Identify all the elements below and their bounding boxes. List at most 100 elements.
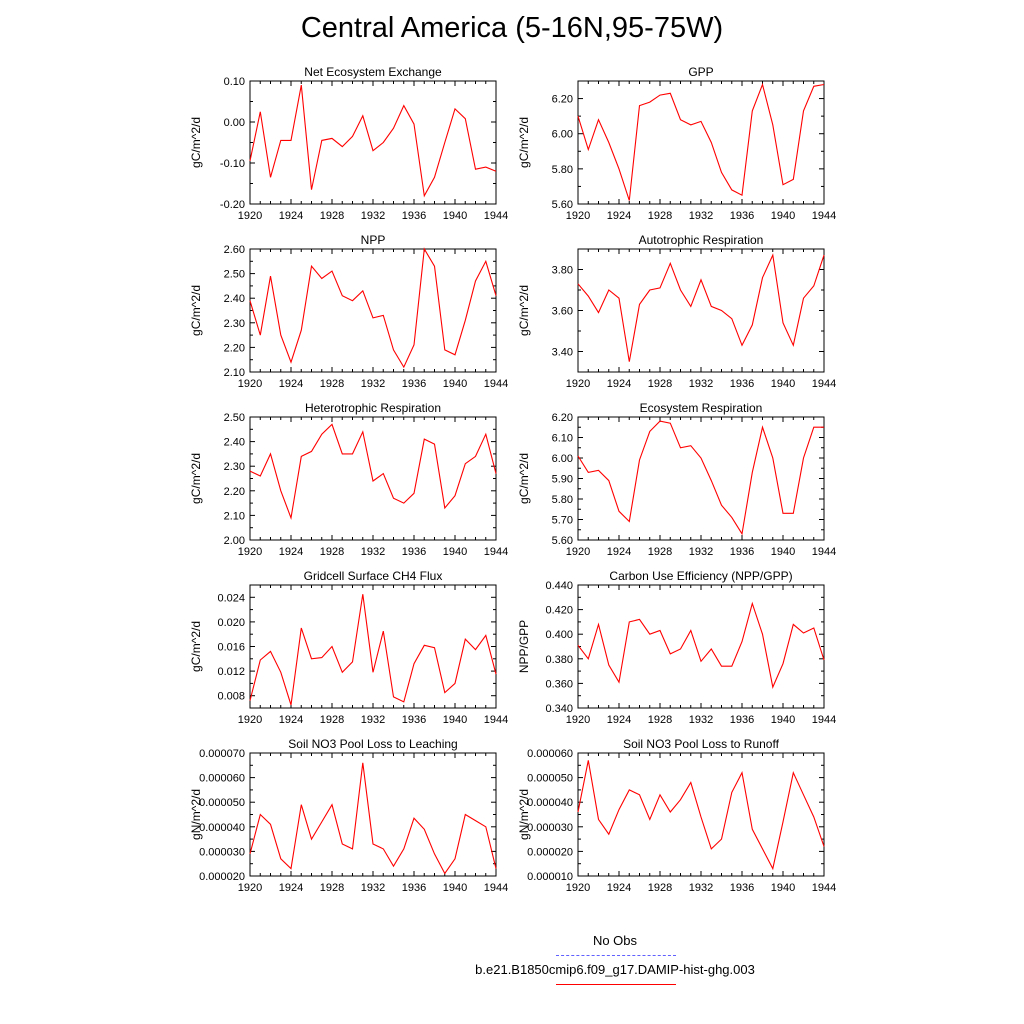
series-line-1 [249, 247, 497, 369]
y-tick-label: 0.10 [224, 76, 245, 88]
plot-frame [249, 80, 497, 205]
x-tick-label: 1944 [484, 882, 508, 894]
chart-title: Ecosystem Respiration [640, 401, 763, 415]
series-line-1 [577, 82, 825, 201]
y-tick-label: 0.000050 [199, 797, 245, 809]
y-tick-label: 0.020 [217, 617, 245, 629]
chart-panel-4: Autotrophic Respiration gC/m^2/d 1920 1924 1… [517, 233, 836, 390]
x-tick-label: 1924 [607, 546, 631, 558]
y-tick-label: 0.000040 [527, 797, 573, 809]
chart-panel-3: NPP gC/m^2/d 1920 1924 1928 1932 1936 1940 1944 2… [189, 233, 508, 390]
chart-title: Gridcell Surface CH4 Flux [304, 569, 443, 583]
chart-panel-6: Ecosystem Respiration gC/m^2/d 1920 1924 192… [517, 401, 836, 558]
series-line-1 [577, 253, 825, 362]
y-tick-label: 0.420 [545, 605, 573, 617]
y-tick-label: 5.90 [552, 474, 573, 486]
x-tick-label: 1944 [484, 210, 508, 222]
y-tick-label: 2.00 [224, 535, 245, 547]
plot-frame [577, 80, 825, 205]
y-tick-label: 0.000010 [527, 871, 573, 883]
legend-model-line [556, 984, 676, 985]
y-tick-label: 3.40 [552, 347, 573, 359]
y-tick-label: 2.10 [224, 510, 245, 522]
y-axis-label: NPP/GPP [517, 620, 531, 673]
x-tick-label: 1928 [320, 714, 344, 726]
x-tick-label: 1928 [320, 546, 344, 558]
x-tick-label: 1944 [812, 882, 836, 894]
y-tick-label: 5.60 [552, 199, 573, 211]
x-tick-label: 1936 [730, 378, 754, 390]
x-tick-label: 1932 [361, 546, 385, 558]
chart-panel-5: Heterotrophic Respiration gC/m^2/d 1920 192… [189, 401, 508, 558]
y-tick-label: 0.360 [545, 678, 573, 690]
y-tick-label: 6.00 [552, 129, 573, 141]
x-tick-label: 1924 [279, 210, 303, 222]
y-axis-label: gC/m^2/d [189, 285, 203, 336]
x-tick-label: 1936 [730, 714, 754, 726]
y-tick-label: 2.60 [224, 244, 245, 256]
y-tick-label: -0.20 [220, 199, 245, 211]
x-tick-label: 1920 [566, 882, 590, 894]
x-tick-label: 1928 [648, 882, 672, 894]
x-tick-label: 1924 [607, 882, 631, 894]
plot-frame [577, 248, 825, 373]
chart-title: Autotrophic Respiration [639, 233, 764, 247]
y-axis-label: gC/m^2/d [517, 117, 531, 168]
x-tick-label: 1928 [320, 210, 344, 222]
y-axis-label: gN/m^2/d [189, 789, 203, 840]
x-tick-label: 1924 [279, 378, 303, 390]
x-tick-label: 1940 [771, 882, 795, 894]
x-tick-label: 1940 [771, 210, 795, 222]
series-line-1 [249, 84, 497, 198]
y-tick-label: 0.000050 [527, 773, 573, 785]
y-tick-label: 0.008 [217, 691, 245, 703]
x-tick-label: 1924 [607, 378, 631, 390]
x-tick-label: 1932 [689, 714, 713, 726]
x-tick-label: 1920 [566, 546, 590, 558]
y-tick-label: 2.40 [224, 437, 245, 449]
x-tick-label: 1920 [238, 546, 262, 558]
x-tick-label: 1936 [402, 378, 426, 390]
x-tick-label: 1928 [648, 546, 672, 558]
y-tick-label: 2.30 [224, 461, 245, 473]
y-tick-label: 0.000070 [199, 748, 245, 760]
series-line-1 [249, 423, 497, 521]
x-tick-label: 1924 [279, 714, 303, 726]
y-tick-label: -0.10 [220, 158, 245, 170]
chart-title: NPP [361, 233, 386, 247]
y-tick-label: 6.20 [552, 94, 573, 106]
series-line-1 [577, 601, 825, 689]
x-tick-label: 1936 [730, 882, 754, 894]
y-tick-label: 0.000020 [527, 846, 573, 858]
x-tick-label: 1928 [648, 210, 672, 222]
y-tick-label: 0.00 [224, 117, 245, 129]
plot-frame [577, 416, 825, 541]
chart-panel-7: Gridcell Surface CH4 Flux gC/m^2/d 1920 192… [189, 569, 508, 726]
series-line-1 [249, 594, 497, 706]
y-tick-label: 0.000020 [199, 871, 245, 883]
y-axis-label: gC/m^2/d [517, 453, 531, 504]
x-tick-label: 1944 [484, 378, 508, 390]
chart-title: Soil NO3 Pool Loss to Runoff [623, 737, 780, 751]
series-line-1 [577, 420, 824, 536]
x-tick-label: 1928 [320, 378, 344, 390]
y-axis-label: gN/m^2/d [517, 789, 531, 840]
y-tick-label: 0.000030 [527, 822, 573, 834]
chart-title: Carbon Use Efficiency (NPP/GPP) [609, 569, 792, 583]
legend-model-label: b.e21.B1850cmip6.f09_g17.DAMIP-hist-ghg.… [475, 962, 755, 977]
y-tick-label: 0.000040 [199, 822, 245, 834]
x-tick-label: 1940 [443, 714, 467, 726]
x-tick-label: 1920 [238, 210, 262, 222]
chart-title: Soil NO3 Pool Loss to Leaching [288, 737, 457, 751]
plot-frame [249, 248, 497, 373]
y-tick-label: 5.70 [552, 515, 573, 527]
chart-title: GPP [688, 65, 713, 79]
y-tick-label: 2.50 [224, 269, 245, 281]
x-tick-label: 1920 [566, 378, 590, 390]
x-tick-label: 1936 [402, 210, 426, 222]
x-tick-label: 1936 [730, 210, 754, 222]
x-tick-label: 1944 [812, 378, 836, 390]
plot-frame [249, 584, 497, 709]
y-tick-label: 6.10 [552, 433, 573, 445]
x-tick-label: 1932 [689, 378, 713, 390]
